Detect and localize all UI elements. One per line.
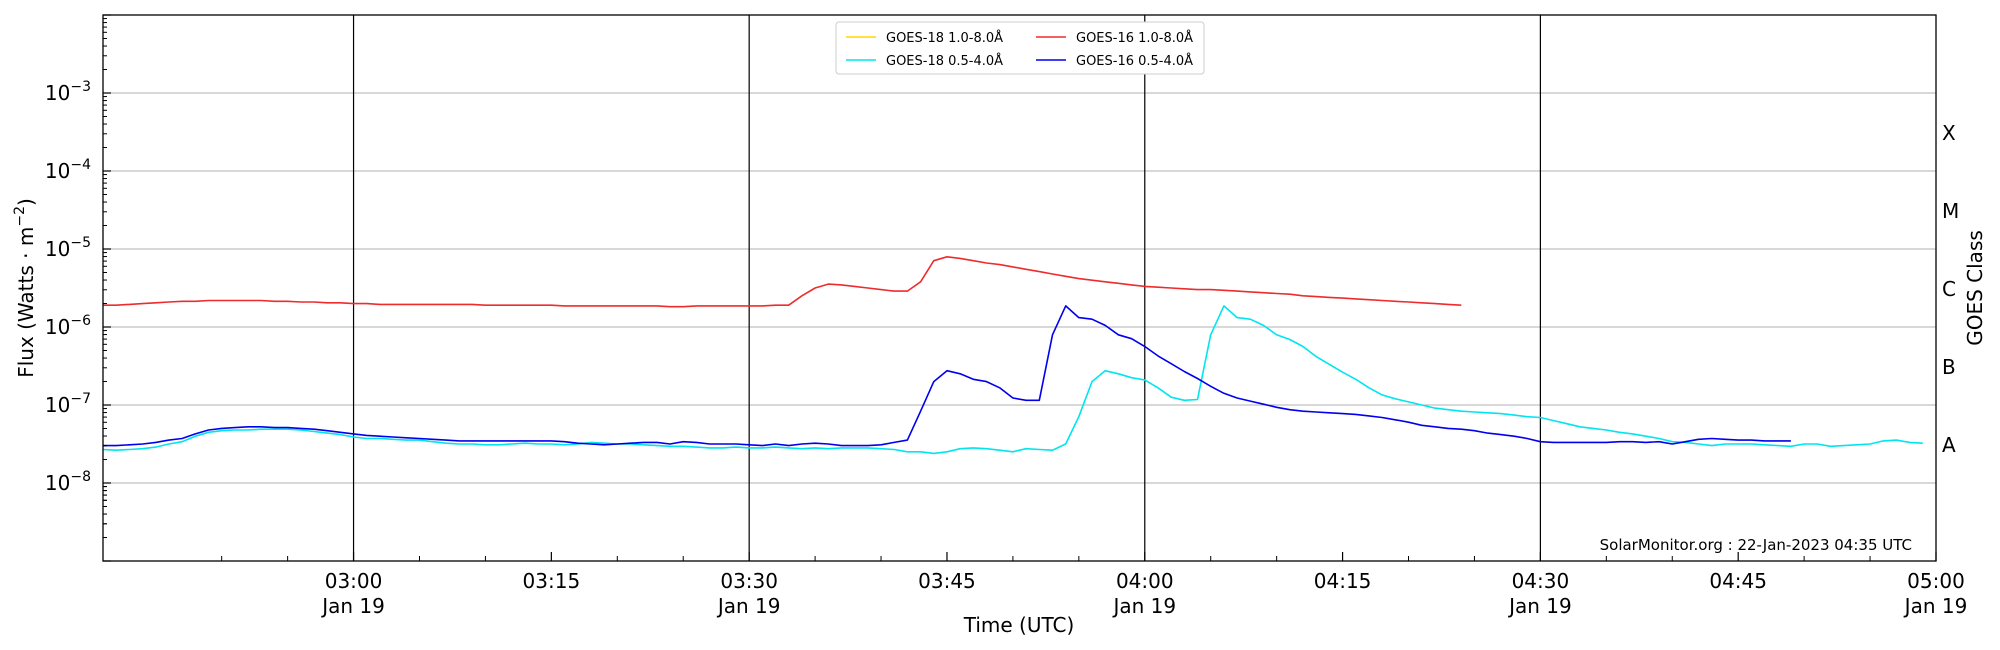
y-tick-label: 10−5 (45, 235, 91, 261)
x-tick-date: Jan 19 (1111, 594, 1176, 618)
y-axis-ticks: 10−810−710−610−510−410−3 (45, 14, 111, 562)
vertical-marker-lines (352, 15, 1541, 561)
series-line-3 (103, 305, 1791, 447)
legend-entry: GOES-16 0.5-4.0Å (1076, 53, 1193, 69)
y-tick-label: 10−7 (45, 391, 91, 417)
y-axis-label-exponent: −2 (12, 206, 28, 227)
goes-class-label: X (1942, 121, 1956, 145)
y-tick-exponent: −4 (70, 157, 91, 173)
x-tick-label: 04:30 (1512, 569, 1570, 593)
goes-class-label: C (1942, 277, 1956, 301)
x-tick-date: Jan 19 (1903, 594, 1968, 618)
x-tick-label: 04:15 (1314, 569, 1372, 593)
legend: GOES-18 1.0-8.0Å GOES-18 0.5-4.0Å GOES-16 … (835, 21, 1205, 75)
y-axis-label: Flux (Watts · m−2) (12, 198, 38, 378)
source-annotation: SolarMonitor.org : 22-Jan-2023 04:35 UTC (1600, 536, 1912, 554)
goes-class-labels: A B C M X (1942, 121, 1959, 457)
x-tick-label: 03:30 (720, 569, 778, 593)
goes-class-axis-label: GOES Class (1963, 230, 1987, 346)
x-tick-label: 03:00 (325, 569, 383, 593)
y-tick-base: 10 (45, 315, 70, 339)
plot-frame (102, 14, 1937, 562)
y-tick-label: 10−6 (45, 313, 91, 339)
x-tick-label: 04:45 (1709, 569, 1767, 593)
x-axis-label: Time (UTC) (963, 613, 1075, 637)
grid (103, 14, 1936, 562)
y-tick-base: 10 (45, 471, 70, 495)
x-tick-date: Jan 19 (320, 594, 385, 618)
goes-class-label: A (1942, 433, 1956, 457)
y-tick-exponent: −6 (70, 313, 91, 329)
y-tick-exponent: −8 (70, 469, 91, 485)
y-tick-label: 10−3 (45, 79, 91, 105)
x-tick-date: Jan 19 (1507, 594, 1572, 618)
y-axis-label-close: ) (14, 198, 38, 206)
x-tick-date: Jan 19 (716, 594, 781, 618)
y-tick-exponent: −7 (70, 391, 91, 407)
legend-entry: GOES-18 1.0-8.0Å (886, 30, 1003, 46)
x-tick-label: 03:45 (918, 569, 976, 593)
y-tick-label: 10−8 (45, 469, 91, 495)
series-group (102, 255, 1923, 455)
y-tick-base: 10 (45, 237, 70, 261)
y-tick-base: 10 (45, 393, 70, 417)
x-tick-label: 05:00 (1907, 569, 1965, 593)
x-tick-label: 03:15 (523, 569, 581, 593)
y-tick-label: 10−4 (45, 157, 91, 183)
y-tick-exponent: −3 (70, 79, 91, 95)
goes-class-label: M (1942, 199, 1959, 223)
y-tick-exponent: −5 (70, 235, 91, 251)
legend-entry: GOES-18 0.5-4.0Å (886, 53, 1003, 69)
goes-class-label: B (1942, 355, 1956, 379)
x-tick-label: 04:00 (1116, 569, 1174, 593)
legend-entry: GOES-16 1.0-8.0Å (1076, 30, 1193, 46)
series-line-2 (103, 255, 1462, 308)
y-axis-label-main: Flux (Watts · m (14, 227, 38, 378)
legend-box (835, 21, 1205, 75)
y-tick-base: 10 (45, 159, 70, 183)
y-tick-base: 10 (45, 81, 70, 105)
plot-background (103, 15, 1936, 561)
series-line-1 (102, 305, 1923, 455)
